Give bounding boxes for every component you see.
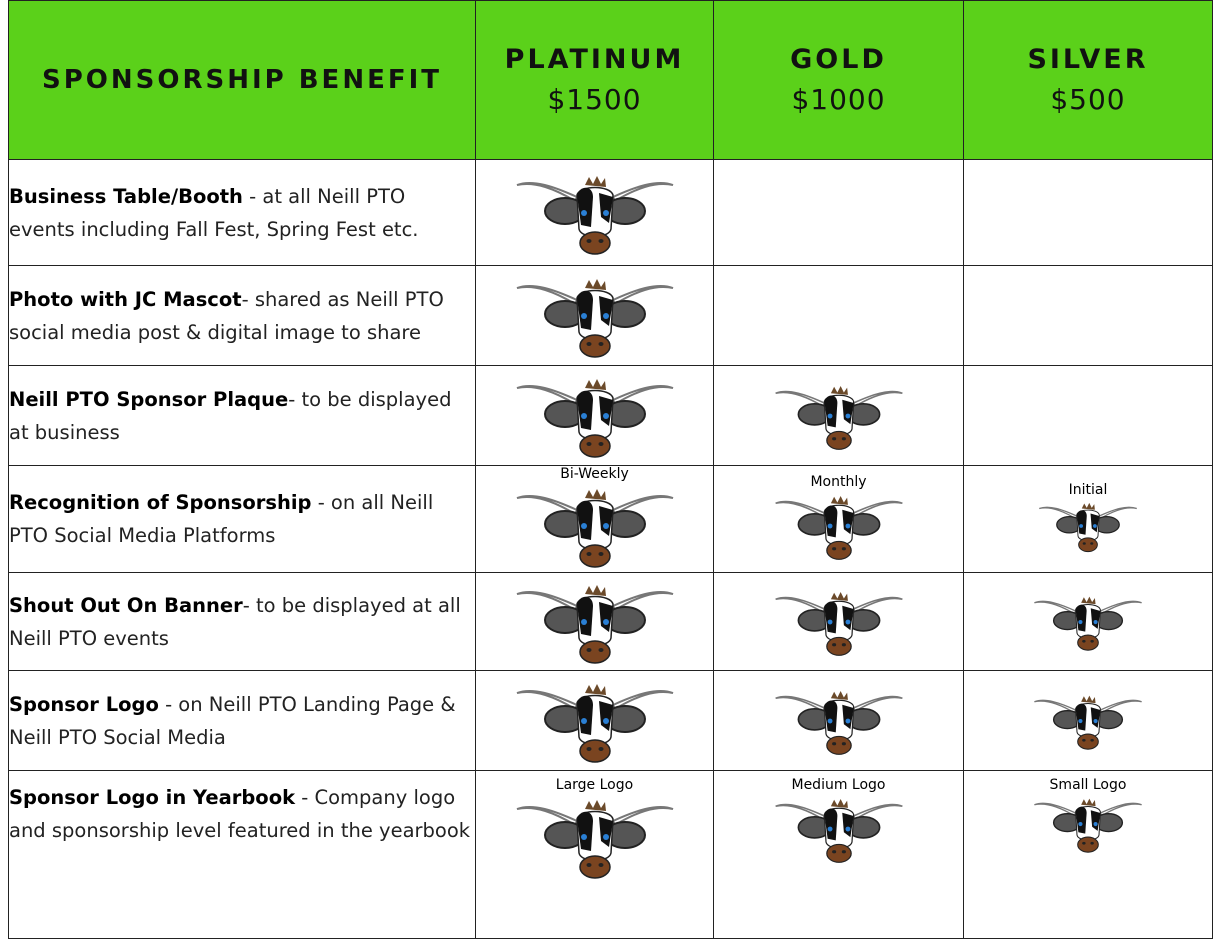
row: Shout Out On Banner- to be displayed at … bbox=[8, 572, 1213, 671]
cow-icon bbox=[1033, 688, 1143, 754]
sponsorship-table: SPONSORSHIP BENEFIT PLATINUM $1500 GOLD $1… bbox=[8, 0, 1213, 939]
tier-price: $1000 bbox=[791, 83, 886, 116]
benefit-text: - at all Neill PTO events including Fall… bbox=[9, 184, 419, 241]
cow-icon bbox=[1038, 496, 1138, 556]
cell bbox=[963, 365, 1213, 466]
cell bbox=[713, 159, 964, 266]
cell: Bi-Weekly bbox=[475, 465, 714, 573]
cell bbox=[963, 670, 1213, 771]
cell bbox=[963, 159, 1213, 266]
benefit-text: - to be displayed at business bbox=[9, 387, 452, 444]
benefit: Sponsor Logo in Yearbook - Company logo … bbox=[8, 770, 476, 939]
cow-icon bbox=[774, 683, 904, 759]
cell bbox=[713, 265, 964, 366]
benefit-text: - to be displayed at all Neill PTO event… bbox=[9, 593, 461, 650]
cell: Monthly bbox=[713, 465, 964, 573]
benefit-text: - on all Neill PTO Social Media Platform… bbox=[9, 491, 434, 547]
tier-note: Bi-Weekly bbox=[560, 466, 629, 482]
cow-icon bbox=[774, 378, 904, 454]
tier-note: Small Logo bbox=[1049, 777, 1127, 793]
cell bbox=[963, 265, 1213, 366]
cow-icon bbox=[515, 270, 675, 362]
cell bbox=[713, 365, 964, 466]
tier-header: PLATINUM $1500 bbox=[475, 0, 714, 160]
cell bbox=[713, 572, 964, 671]
row: Recognition of Sponsorship - on all Neil… bbox=[8, 465, 1213, 573]
tier-note: Initial bbox=[1068, 482, 1108, 498]
cell: Initial bbox=[963, 465, 1213, 573]
tier-price: $1500 bbox=[547, 83, 642, 116]
cow-icon bbox=[515, 576, 675, 668]
benefit: Business Table/Booth - at all Neill PTO … bbox=[8, 159, 476, 266]
cell: Medium Logo bbox=[713, 770, 964, 939]
cell: Large Logo bbox=[475, 770, 714, 939]
cow-icon bbox=[774, 791, 904, 867]
tier-price: $500 bbox=[1050, 83, 1126, 116]
header-row: SPONSORSHIP BENEFIT PLATINUM $1500 GOLD $1… bbox=[8, 0, 1213, 160]
benefit: Photo with JC Mascot- shared as Neill PT… bbox=[8, 265, 476, 366]
cell: Small Logo bbox=[963, 770, 1213, 939]
benefit: Sponsor Logo - on Neill PTO Landing Page… bbox=[8, 670, 476, 771]
tier-header: GOLD $1000 bbox=[713, 0, 964, 160]
cell bbox=[475, 265, 714, 366]
tier-name: PLATINUM bbox=[504, 44, 685, 75]
benefit-title: Recognition of Sponsorship bbox=[9, 491, 312, 514]
tier-note: Large Logo bbox=[555, 777, 634, 793]
row: Photo with JC Mascot- shared as Neill PT… bbox=[8, 265, 1213, 366]
tier-header: SILVER $500 bbox=[963, 0, 1213, 160]
benefit: Neill PTO Sponsor Plaque- to be displaye… bbox=[8, 365, 476, 466]
tier-note: Medium Logo bbox=[791, 777, 886, 793]
row: Sponsor Logo - on Neill PTO Landing Page… bbox=[8, 670, 1213, 771]
benefit-text: - shared as Neill PTO social media post … bbox=[9, 287, 444, 344]
cow-icon bbox=[1033, 589, 1143, 655]
benefit: Shout Out On Banner- to be displayed at … bbox=[8, 572, 476, 671]
benefit: Recognition of Sponsorship - on all Neil… bbox=[8, 465, 476, 573]
benefit-text: - on Neill PTO Landing Page & Neill PTO … bbox=[9, 692, 456, 749]
tier-name: SILVER bbox=[1027, 44, 1149, 75]
cell bbox=[475, 572, 714, 671]
cell bbox=[713, 670, 964, 771]
cow-icon bbox=[515, 791, 675, 883]
row: Neill PTO Sponsor Plaque- to be displaye… bbox=[8, 365, 1213, 466]
tier-name: GOLD bbox=[790, 44, 887, 75]
cow-icon bbox=[774, 584, 904, 660]
cow-icon bbox=[774, 488, 904, 564]
cow-icon bbox=[515, 480, 675, 572]
row: Business Table/Booth - at all Neill PTO … bbox=[8, 159, 1213, 266]
header-benefit: SPONSORSHIP BENEFIT bbox=[8, 0, 476, 160]
cell bbox=[475, 365, 714, 466]
cell bbox=[475, 670, 714, 771]
cell bbox=[475, 159, 714, 266]
cow-icon bbox=[515, 370, 675, 462]
benefit-title: Shout Out On Banner bbox=[9, 593, 243, 617]
row: Sponsor Logo in Yearbook - Company logo … bbox=[8, 770, 1213, 939]
benefit-title: Photo with JC Mascot bbox=[9, 287, 242, 311]
benefit-title: Sponsor Logo in Yearbook bbox=[9, 786, 296, 809]
cow-icon bbox=[515, 167, 675, 259]
cow-icon bbox=[515, 675, 675, 767]
benefit-title: Business Table/Booth bbox=[9, 184, 243, 208]
tier-note: Monthly bbox=[810, 474, 867, 490]
cell bbox=[963, 572, 1213, 671]
benefit-title: Neill PTO Sponsor Plaque bbox=[9, 387, 289, 411]
cow-icon bbox=[1033, 791, 1143, 857]
benefit-text: - Company logo and sponsorship level fea… bbox=[9, 786, 471, 842]
benefit-title: Sponsor Logo bbox=[9, 692, 159, 716]
